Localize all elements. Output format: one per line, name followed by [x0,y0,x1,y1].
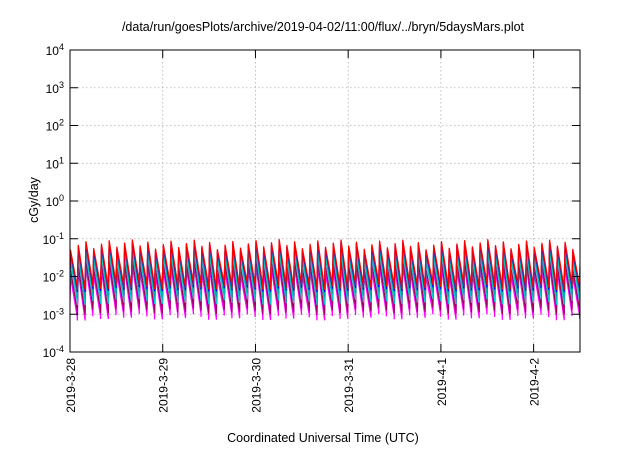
x-tick-label: 2019-3-29 [157,358,171,413]
series-line [70,239,580,291]
x-axis-title: Coordinated Universal Time (UTC) [227,431,419,445]
chart-title: /data/run/goesPlots/archive/2019-04-02/1… [122,20,525,34]
y-tick-label: 10-2 [43,269,64,285]
y-tick-label: 10-4 [43,344,64,360]
y-tick-label: 101 [46,155,64,171]
x-tick-label: 2019-3-28 [64,358,78,413]
y-axis-title: cGy/day [27,176,41,223]
y-tick-label: 100 [46,193,64,209]
y-tick-label: 10-1 [43,231,64,247]
x-tick-label: 2019-3-31 [342,358,356,413]
y-tick-labels: 10-4 10-3 10-2 10-1 100 101 102 103 104 [43,42,64,360]
y-tick-label: 104 [46,42,64,58]
y-tick-label: 10-3 [43,306,64,322]
series-group [70,239,580,321]
plot-frame [69,49,581,353]
x-tick-labels: 2019-3-28 2019-3-29 2019-3-30 2019-3-31 2019… [64,358,542,413]
x-tick-label: 2019-3-30 [249,358,263,413]
axes [69,49,581,353]
x-tick-label: 2019-4-1 [435,358,449,406]
y-tick-label: 102 [46,118,64,134]
y-tick-label: 103 [46,80,64,96]
x-tick-label: 2019-4-2 [528,358,542,406]
